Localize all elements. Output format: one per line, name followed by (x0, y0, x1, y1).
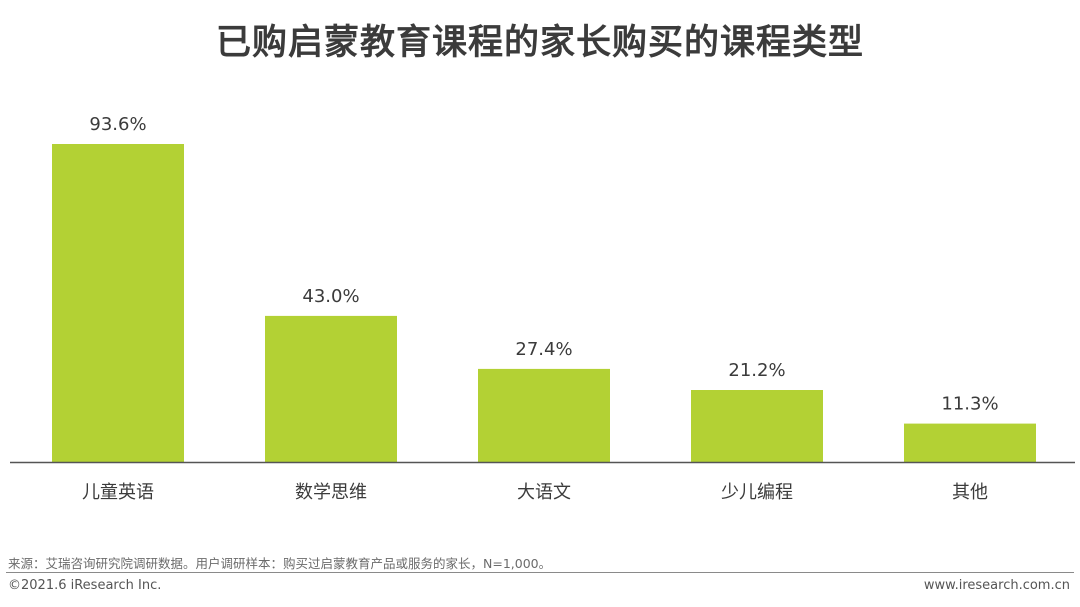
chart-title: 已购启蒙教育课程的家长购买的课程类型 (215, 23, 864, 63)
bars-group (52, 144, 1036, 462)
value-label-4: 21.2% (728, 360, 785, 381)
website-link[interactable]: www.iresearch.com.cn (923, 578, 1070, 593)
bar-5 (904, 423, 1036, 462)
value-label-5: 11.3% (941, 394, 998, 415)
bar-2 (265, 315, 397, 462)
value-labels-group: 93.6% 43.0% 27.4% 21.2% 11.3% (89, 114, 998, 415)
copyright-text: ©2021.6 iResearch Inc. (8, 578, 162, 593)
source-note: 来源：艾瑞咨询研究院调研数据。用户调研样本：购买过启蒙教育产品或服务的家长，N=… (8, 556, 552, 571)
category-labels-group: 儿童英语 数学思维 大语文 少儿编程 其他 (82, 482, 988, 503)
category-label-3: 大语文 (517, 482, 571, 503)
category-label-5: 其他 (952, 482, 988, 503)
value-label-2: 43.0% (302, 286, 359, 307)
value-label-1: 93.6% (89, 114, 146, 135)
bar-1 (52, 144, 184, 462)
bar-3 (478, 368, 610, 462)
value-label-3: 27.4% (515, 339, 572, 360)
bar-4 (691, 390, 823, 462)
category-label-4: 少儿编程 (721, 482, 793, 503)
footer-divider (6, 572, 1074, 573)
category-label-1: 儿童英语 (82, 482, 154, 503)
category-label-2: 数学思维 (295, 482, 367, 503)
